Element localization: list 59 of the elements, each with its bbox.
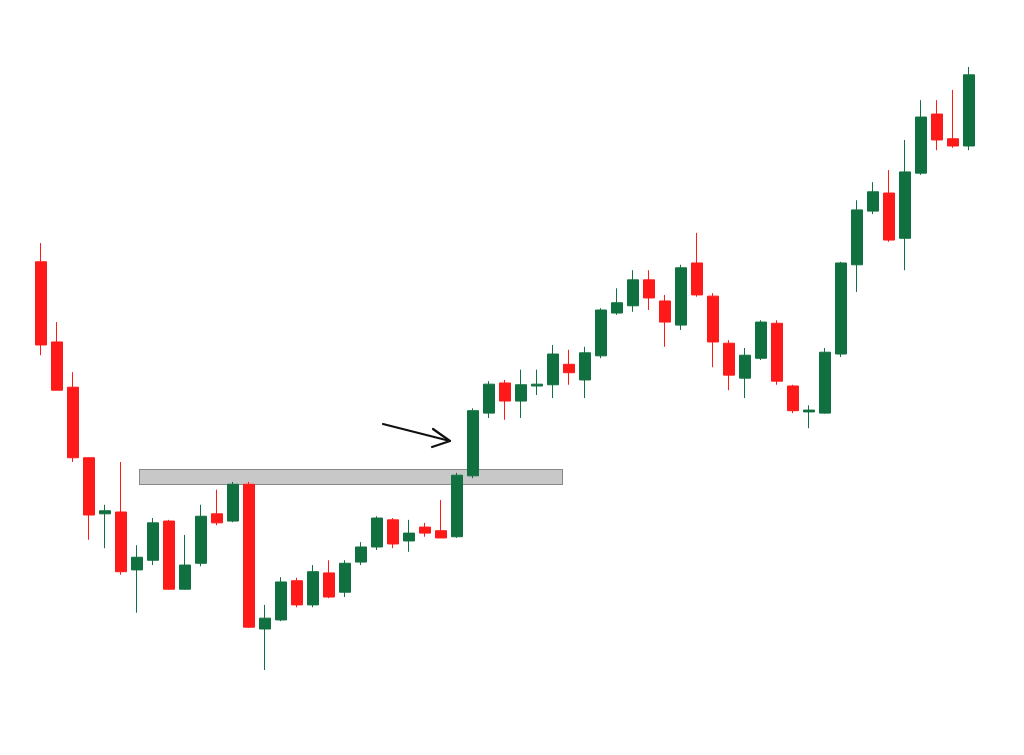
candlestick: [227, 481, 239, 523]
candlestick: [547, 344, 559, 399]
candlestick: [659, 294, 671, 348]
candlestick: [787, 384, 799, 414]
candlestick: [83, 457, 95, 541]
candlestick: [243, 481, 255, 629]
candlestick: [307, 564, 319, 608]
candlestick: [723, 339, 735, 391]
candlestick: [819, 347, 831, 415]
candlestick: [291, 577, 303, 608]
candlestick: [835, 261, 847, 358]
candlestick: [915, 99, 927, 176]
candlestick: [483, 380, 495, 419]
candlestick: [451, 472, 463, 539]
candlestick: [355, 541, 367, 566]
candlestick: [691, 232, 703, 298]
candlestick: [179, 534, 191, 591]
candlestick: [435, 499, 447, 539]
candlestick: [195, 504, 207, 567]
candlestick: [947, 89, 959, 149]
candlestick: [259, 604, 271, 671]
candlestick: [899, 139, 911, 271]
candlestick: [531, 369, 543, 396]
candlestick: [51, 321, 63, 391]
candlestick: [403, 519, 415, 553]
candlestick: [147, 517, 159, 566]
candlestick: [803, 404, 815, 429]
candlestick: [275, 576, 287, 622]
candlestick: [755, 319, 767, 361]
candlestick: [611, 287, 623, 316]
candlestick: [131, 544, 143, 614]
candlestick: [99, 504, 111, 549]
candlestick: [387, 517, 399, 549]
candlestick: [771, 319, 783, 386]
candlestick: [707, 292, 719, 368]
candlestick: [739, 347, 751, 399]
candlestick: [515, 369, 527, 419]
candlestick: [867, 181, 879, 215]
candlestick: [931, 99, 943, 151]
candlestick: [595, 307, 607, 359]
candlestick: [115, 461, 127, 576]
candlestick: [643, 269, 655, 311]
candlestick: [323, 559, 335, 599]
candlestick: [419, 522, 431, 538]
candlestick: [963, 66, 975, 151]
candlestick: [563, 349, 575, 386]
candlestick: [675, 264, 687, 331]
candlestick: [163, 519, 175, 591]
candlestick: [339, 559, 351, 598]
candlestick: [499, 379, 511, 421]
candlestick: [851, 199, 863, 293]
candlestick: [211, 489, 223, 526]
candlestick: [35, 242, 47, 356]
candlestick: [371, 515, 383, 551]
candlestick: [67, 371, 79, 463]
candlestick: [627, 269, 639, 313]
candlestick: [883, 169, 895, 243]
candlestick: [579, 346, 591, 399]
candlestick: [467, 407, 479, 479]
